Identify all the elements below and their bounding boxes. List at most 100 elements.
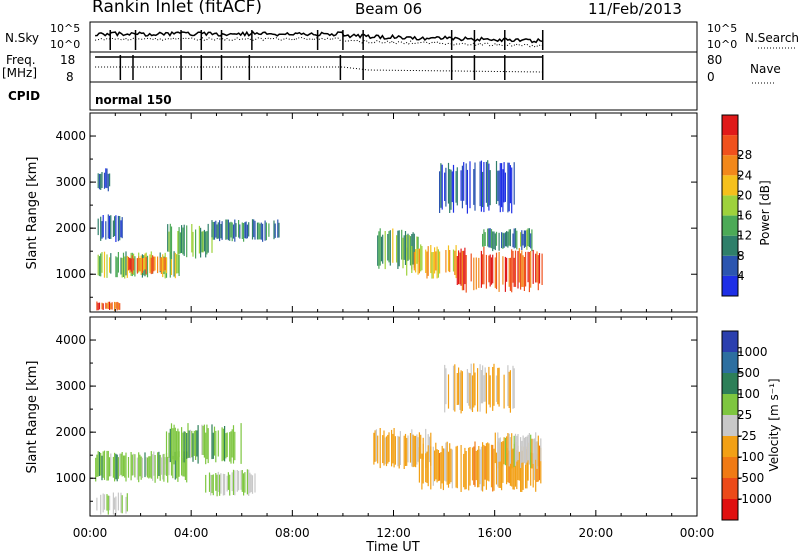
echo-cell	[469, 161, 471, 209]
echo-cell	[225, 219, 227, 240]
y-tick-label: 4000	[55, 129, 86, 143]
echo-cell	[226, 432, 228, 458]
echo-cell	[141, 258, 143, 274]
echo-cell	[103, 450, 106, 480]
echo-cell	[176, 254, 178, 274]
echo-cell	[126, 493, 128, 512]
echo-cell	[498, 232, 500, 251]
echo-cell	[479, 161, 481, 207]
echo-cell	[224, 474, 226, 496]
echo-cell	[473, 257, 475, 291]
echo-cell	[183, 451, 185, 477]
echo-cell	[145, 257, 147, 275]
echo-cell	[516, 450, 518, 490]
echo-cell	[98, 256, 101, 277]
echo-cell	[165, 257, 168, 274]
echo-cell	[248, 222, 250, 237]
echo-cell	[146, 457, 149, 478]
echo-cell	[105, 302, 107, 309]
echo-cell	[528, 433, 530, 465]
echo-cell	[202, 231, 204, 253]
echo-cell	[120, 257, 122, 275]
echo-cell	[215, 430, 217, 463]
echo-cell	[492, 367, 494, 411]
echo-cell	[107, 214, 109, 239]
echo-cell	[525, 436, 527, 465]
echo-cell	[231, 222, 233, 242]
echo-cell	[432, 446, 434, 486]
nave-label: Nave	[750, 62, 781, 76]
freq-tick-top: 18	[60, 53, 75, 67]
echo-cell	[492, 444, 494, 492]
echo-cell	[411, 246, 413, 273]
echo-cell	[119, 303, 121, 310]
echo-cell	[234, 219, 236, 242]
echo-cell	[167, 224, 169, 252]
echo-cell	[114, 452, 116, 482]
echo-cell	[508, 229, 510, 246]
time-tick-label: 12:00	[376, 526, 411, 540]
echo-cell	[101, 221, 103, 239]
echo-cell	[434, 450, 436, 482]
echo-cell	[96, 454, 98, 477]
echo-cell	[513, 368, 515, 409]
echo-cell	[537, 255, 539, 291]
power-panel: 1000 2000 3000 4000 Slant Range [km]	[25, 112, 698, 313]
echo-cell	[470, 253, 472, 282]
echo-cell	[98, 173, 101, 190]
echo-cell	[461, 250, 463, 291]
echo-cell	[512, 250, 514, 283]
echo-cell	[530, 452, 532, 486]
echo-cell	[157, 256, 159, 274]
echo-cell	[485, 443, 487, 490]
echo-cell	[507, 453, 509, 483]
echo-cell	[379, 228, 381, 266]
echo-cell	[109, 495, 111, 511]
echo-cell	[437, 249, 439, 278]
echo-cell	[177, 428, 179, 460]
nave-tick-bottom: 0	[707, 70, 715, 84]
echo-cell	[449, 169, 451, 213]
echo-cell	[511, 249, 513, 293]
echo-cell	[101, 172, 103, 188]
echo-cell	[441, 445, 443, 484]
echo-cell	[508, 258, 510, 287]
echo-cell	[483, 162, 485, 213]
echo-cell	[498, 367, 500, 407]
colorbar-segment	[722, 115, 738, 136]
echo-cell	[464, 247, 466, 285]
echo-cell	[100, 453, 102, 476]
colorbar-tick-label: 12	[737, 229, 752, 243]
echo-cell	[212, 222, 214, 240]
power-frame	[89, 112, 698, 313]
echo-cell	[176, 451, 178, 479]
echo-cell	[232, 224, 235, 239]
echo-cell	[258, 222, 260, 240]
echo-cell	[165, 453, 168, 476]
echo-cell	[106, 168, 108, 189]
echo-cell	[377, 435, 379, 464]
echo-cell	[404, 433, 407, 466]
power-echoes	[96, 160, 543, 311]
echo-cell	[160, 257, 162, 274]
echo-cell	[421, 246, 423, 271]
colorbar-tick-label: 20	[737, 188, 752, 202]
echo-cell	[417, 437, 419, 462]
echo-cell	[220, 224, 222, 239]
echo-cell	[182, 432, 184, 463]
cpid-value: normal 150	[95, 93, 172, 107]
echo-cell	[100, 253, 102, 277]
colorbar-tick-label: 24	[737, 168, 752, 182]
echo-cell	[169, 223, 171, 259]
echo-cell	[124, 256, 126, 279]
echo-cell	[186, 433, 188, 459]
echo-cell	[493, 231, 495, 250]
echo-cell	[174, 427, 176, 461]
colorbar-segment	[722, 352, 738, 373]
echo-cell	[473, 169, 475, 205]
y-tick-label: 1000	[55, 267, 86, 281]
echo-cell	[154, 455, 156, 483]
echo-cell	[521, 230, 523, 250]
echo-cell	[444, 448, 446, 481]
echo-cell	[416, 434, 418, 465]
